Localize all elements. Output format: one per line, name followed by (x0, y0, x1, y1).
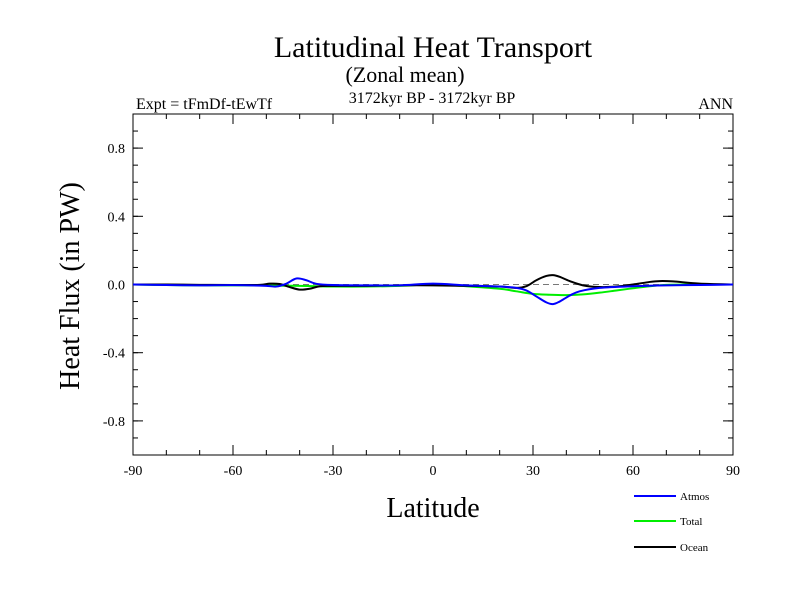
y-tick-label: 0.8 (108, 142, 126, 157)
y-tick-label: 0.4 (108, 210, 126, 225)
x-tick-label: 0 (430, 464, 437, 479)
experiment-label: Expt = tFmDf-tEwTf (136, 96, 273, 113)
y-tick-label: -0.8 (103, 415, 125, 430)
y-axis-label: Heat Flux (in PW) (55, 182, 86, 390)
legend-label-ocean: Ocean (680, 542, 709, 554)
series-line-atmos (132, 277, 734, 306)
legend-label-total: Total (680, 516, 702, 528)
y-tick-label: -0.4 (103, 347, 125, 362)
legend-label-atmos: Atmos (680, 491, 709, 503)
legend: Atmos Total Ocean (634, 491, 709, 554)
x-tick-label: -90 (124, 464, 143, 479)
x-tick-label: 90 (726, 464, 740, 479)
chart-subtitle: (Zonal mean) (345, 62, 464, 87)
x-tick-label: 60 (626, 464, 640, 479)
x-tick-label: 30 (526, 464, 540, 479)
chart-title: Latitudinal Heat Transport (274, 31, 593, 64)
plot-area: -90 -60 -30 0 30 60 90 0.8 0.4 0.0 -0.4 -0.8 (103, 113, 740, 479)
y-tick-label: 0.0 (108, 279, 126, 294)
x-tick-label: -60 (224, 464, 243, 479)
x-axis-label: Latitude (386, 493, 479, 524)
x-tick-label: -30 (324, 464, 343, 479)
chart-period-label: 3172kyr BP - 3172kyr BP (349, 90, 516, 107)
season-label: ANN (698, 96, 733, 113)
